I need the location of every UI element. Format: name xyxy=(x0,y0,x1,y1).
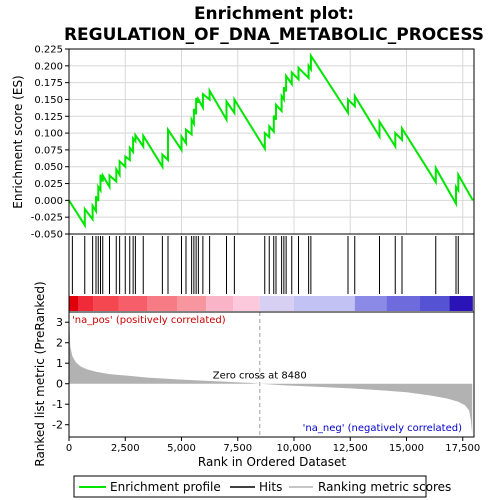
rank-band-segment xyxy=(294,296,355,311)
es-y-tick-label: 0.025 xyxy=(34,179,63,190)
metric-y-axis: -2 -1 0 1 2 3 xyxy=(52,316,69,432)
x-axis: 0 2,500 5,000 7,500 10,000 12,500 15,000 17,500 xyxy=(66,437,480,454)
rank-band-segment xyxy=(78,296,94,311)
rank-band-segment xyxy=(69,296,78,311)
rank-band-segment xyxy=(147,296,177,311)
es-y-tick-label: -0.025 xyxy=(31,213,63,224)
es-y-tick-label: 0.100 xyxy=(34,129,63,140)
enrichment-profile-line xyxy=(68,52,474,229)
metric-y-tick-label: 1 xyxy=(56,357,63,370)
x-axis-label: Rank in Ordered Dataset xyxy=(198,455,346,469)
hit-band-panel xyxy=(68,233,475,313)
rank-color-band xyxy=(69,296,473,311)
rank-band-segment xyxy=(93,296,119,311)
legend-label-enrichment: Enrichment profile xyxy=(110,480,221,494)
es-y-tick-label: 0.075 xyxy=(34,145,63,156)
metric-panel-border xyxy=(68,311,475,438)
es-y-tick-label: 0.225 xyxy=(34,45,63,56)
es-y-tick-label: -0.050 xyxy=(31,230,63,241)
es-y-tick-label: 0.050 xyxy=(34,162,63,173)
es-y-tick-label: 0.000 xyxy=(34,196,63,207)
zero-cross-label: Zero cross at 8480 xyxy=(213,371,307,382)
es-y-axis: -0.050 -0.025 0.000 0.025 0.050 0.075 0.100 0.1… xyxy=(31,45,69,241)
es-y-tick-label: 0.200 xyxy=(34,61,63,72)
metric-y-tick-label: 2 xyxy=(56,337,63,350)
x-tick-label: 2,500 xyxy=(111,443,140,454)
negative-correlation-label: 'na_neg' (negatively correlated) xyxy=(303,423,462,434)
chart-title-line-1: Enrichment plot: xyxy=(194,4,354,24)
x-tick-label: 5,000 xyxy=(167,443,196,454)
es-y-tick-label: 0.125 xyxy=(34,112,63,123)
band-hit-marks xyxy=(71,236,459,294)
rank-band-segment xyxy=(354,296,387,311)
x-tick-label: 10,000 xyxy=(277,443,312,454)
rank-band-segment xyxy=(449,296,473,311)
rank-band-segment xyxy=(420,296,450,311)
metric-y-tick-label: -1 xyxy=(52,398,63,411)
x-tick-label: 7,500 xyxy=(223,443,252,454)
es-panel: -0.050 -0.025 0.000 0.025 0.050 0.075 0.100 0.1… xyxy=(31,45,475,241)
rank-band-segment xyxy=(233,296,260,311)
chart-title-line-2: REGULATION_OF_DNA_METABOLIC_PROCESS xyxy=(64,25,484,45)
legend-label-hits: Hits xyxy=(259,480,282,494)
x-tick-label: 17,500 xyxy=(445,443,480,454)
es-panel-frame xyxy=(69,49,474,234)
x-tick-label: 12,500 xyxy=(333,443,368,454)
rank-band-segment xyxy=(386,296,420,311)
x-tick-label: 15,000 xyxy=(389,443,424,454)
metric-y-axis-label: Ranked list metric (PreRanked) xyxy=(33,281,47,466)
legend: Enrichment profile Hits Ranking metric s… xyxy=(73,475,451,498)
es-y-tick-label: 0.175 xyxy=(34,78,63,89)
rank-band-segment xyxy=(206,296,234,311)
rank-band-segment xyxy=(177,296,207,311)
rank-band-segment xyxy=(259,296,294,311)
legend-label-metric: Ranking metric scores xyxy=(318,480,451,494)
metric-panel: -2 -1 0 1 2 3 'na_pos' (positively correlated… xyxy=(52,311,480,454)
metric-y-tick-label: 0 xyxy=(56,378,63,391)
metric-y-tick-label: 3 xyxy=(56,316,63,329)
positive-correlation-label: 'na_pos' (positively correlated) xyxy=(72,315,226,326)
es-y-tick-label: 0.150 xyxy=(34,95,63,106)
x-tick-label: 0 xyxy=(66,443,72,454)
rank-band-segment xyxy=(118,296,148,311)
metric-y-tick-label: -2 xyxy=(52,419,63,432)
es-y-axis-label: Enrichment score (ES) xyxy=(11,75,25,208)
